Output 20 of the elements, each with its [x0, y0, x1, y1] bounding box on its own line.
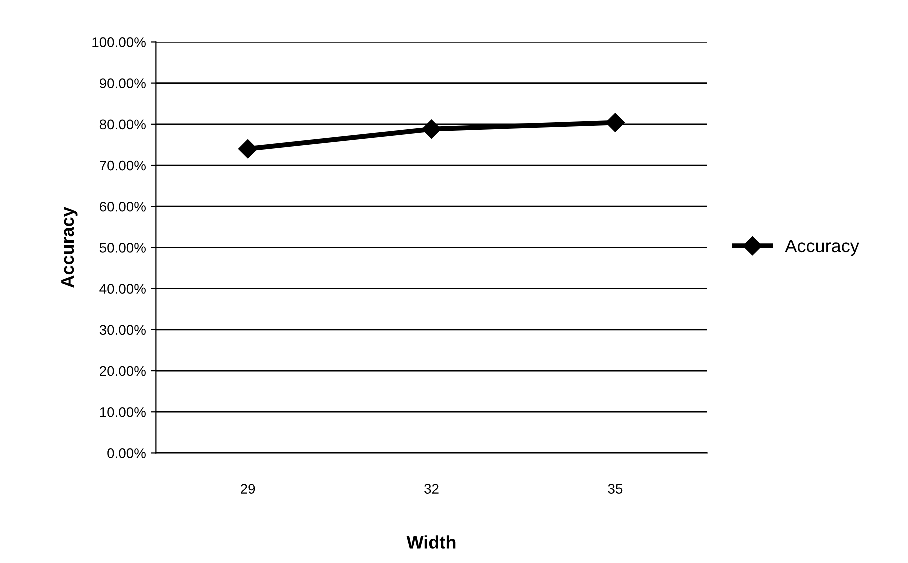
y-tick-label: 90.00%: [100, 78, 146, 88]
y-tick-label: 0.00%: [108, 448, 146, 458]
y-tick-label: 70.00%: [100, 160, 146, 171]
point: [238, 140, 258, 159]
point: [606, 113, 626, 132]
y-tick-label: 40.00%: [100, 284, 146, 294]
y-tick-label: 30.00%: [100, 325, 146, 336]
y-tick-label: 60.00%: [100, 202, 146, 212]
y-tick-label: 100.00%: [92, 38, 146, 48]
y-axis-title: Accuracy: [62, 207, 78, 288]
y-tick-label: 80.00%: [100, 120, 146, 130]
y-tick-label: 20.00%: [100, 366, 146, 376]
legend-label: Accuracy: [785, 240, 860, 256]
y-tick-label: 10.00%: [100, 407, 146, 418]
x-axis-title: Width: [406, 536, 456, 549]
y-tick-label: 50.00%: [100, 243, 146, 253]
x-tick-label: 35: [608, 484, 623, 494]
x-tick-label: 32: [424, 484, 439, 494]
x-tick-label: 29: [241, 484, 256, 494]
point: [422, 120, 442, 139]
